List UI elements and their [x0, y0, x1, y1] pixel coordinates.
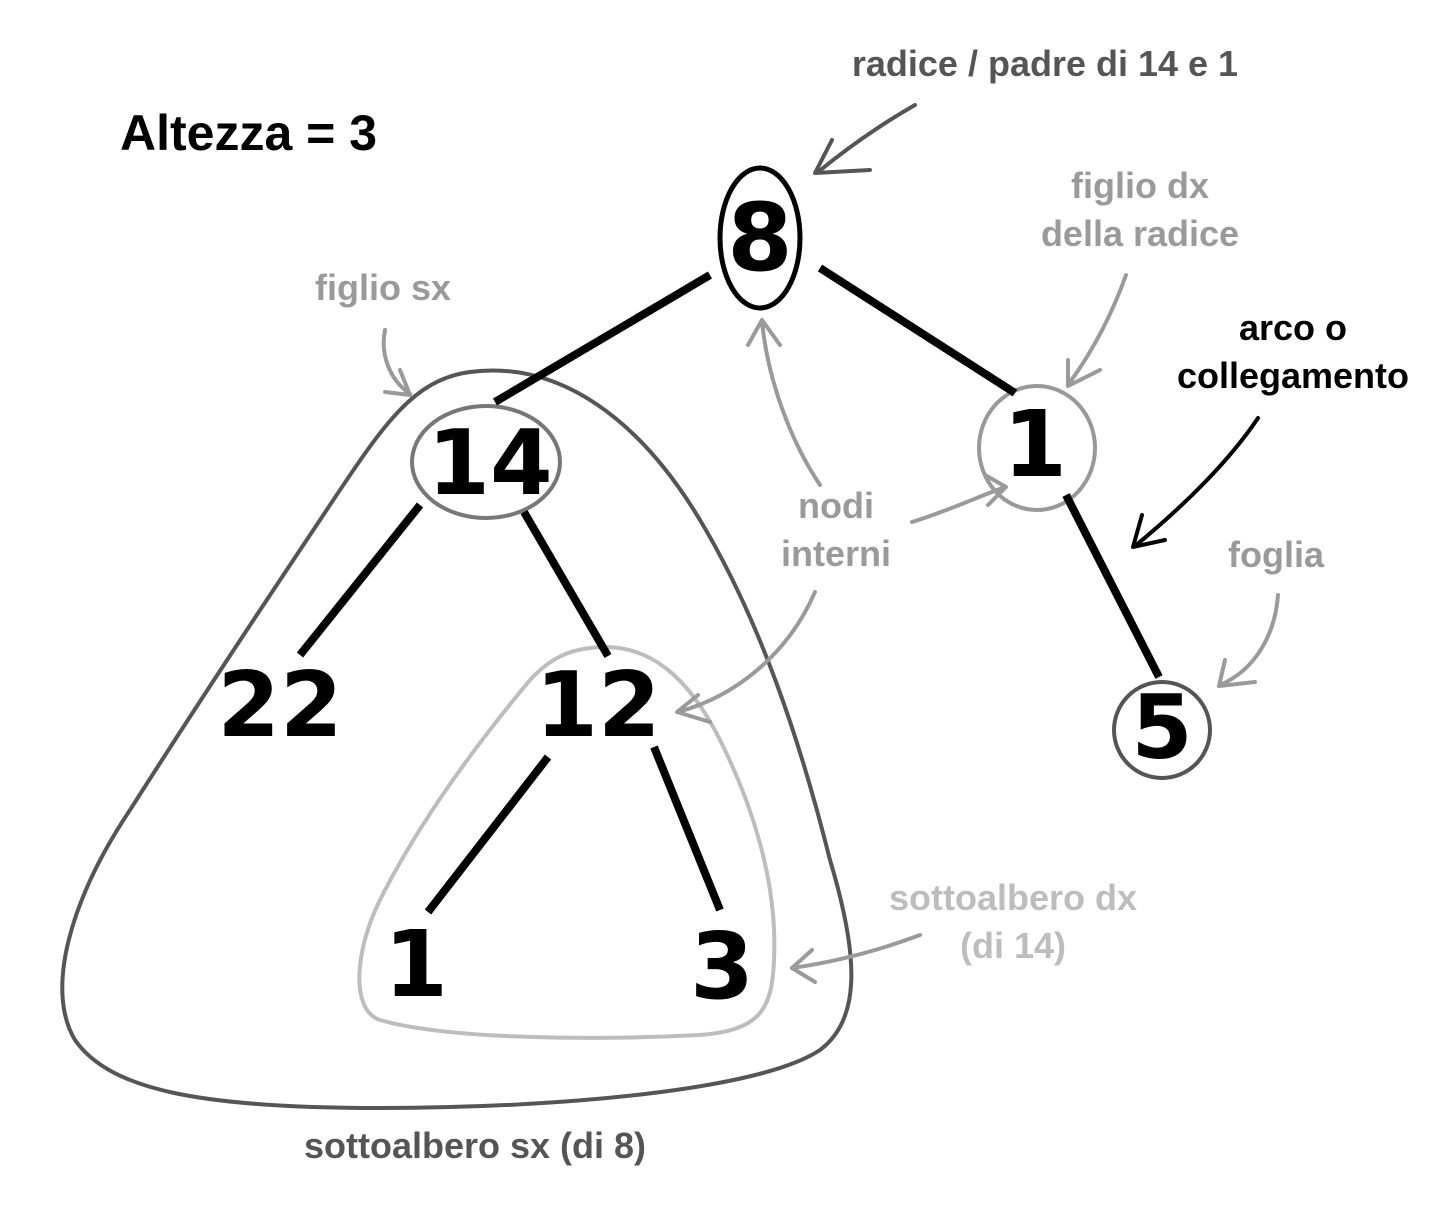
node-1-bottom: 1 [384, 911, 448, 1018]
root-label: radice / padre di 14 e 1 [852, 43, 1238, 84]
left-child-arrow [381, 328, 412, 397]
height-title: Altezza = 3 [120, 105, 377, 161]
edge-arrow [1131, 416, 1260, 549]
right-subtree-outline [357, 645, 777, 1040]
node-1-right-circle [977, 384, 1097, 512]
internal-nodes-arrow-right [910, 473, 1008, 524]
internal-nodes-label-line2: interni [781, 533, 891, 574]
node-3: 3 [690, 913, 754, 1020]
left-subtree-outline [60, 368, 854, 1111]
leaf-label: foglia [1228, 534, 1325, 575]
internal-nodes-label-line1: nodi [798, 485, 874, 526]
node-8: 8 [727, 184, 792, 293]
left-child-label: figlio sx [315, 267, 451, 308]
node-5-circle [1112, 680, 1212, 780]
internal-nodes-arrow-up [746, 318, 822, 487]
node-12: 12 [535, 653, 660, 758]
edge-14-22 [296, 502, 424, 658]
right-child-label-line1: figlio dx [1071, 165, 1209, 206]
left-subtree-label: sottoalbero sx (di 8) [304, 1125, 646, 1166]
edge-14-12 [520, 509, 612, 659]
node-22: 22 [217, 653, 342, 758]
edge-1-5 [1062, 493, 1163, 679]
right-child-arrow [1066, 273, 1128, 388]
edge-8-1 [817, 264, 1018, 397]
edge-label-line1: arco o [1239, 307, 1347, 348]
right-subtree-label-line1: sottoalbero dx [889, 877, 1137, 918]
right-subtree-arrow [790, 933, 922, 984]
node-14-circle [410, 404, 562, 520]
node-14: 14 [427, 411, 552, 516]
edge-12-3 [650, 745, 724, 912]
right-child-label-line2: della radice [1041, 213, 1239, 254]
edge-label-line2: collegamento [1177, 355, 1409, 396]
node-8-circle [717, 165, 803, 311]
node-5: 5 [1131, 676, 1192, 779]
leaf-arrow [1217, 593, 1280, 688]
root-arrow [813, 103, 917, 175]
internal-nodes-arrow-down [675, 590, 817, 724]
right-subtree-label-line2: (di 14) [960, 925, 1066, 966]
edge-8-14 [492, 271, 713, 406]
edge-12-1 [424, 754, 552, 915]
node-1-right: 1 [1003, 391, 1067, 498]
